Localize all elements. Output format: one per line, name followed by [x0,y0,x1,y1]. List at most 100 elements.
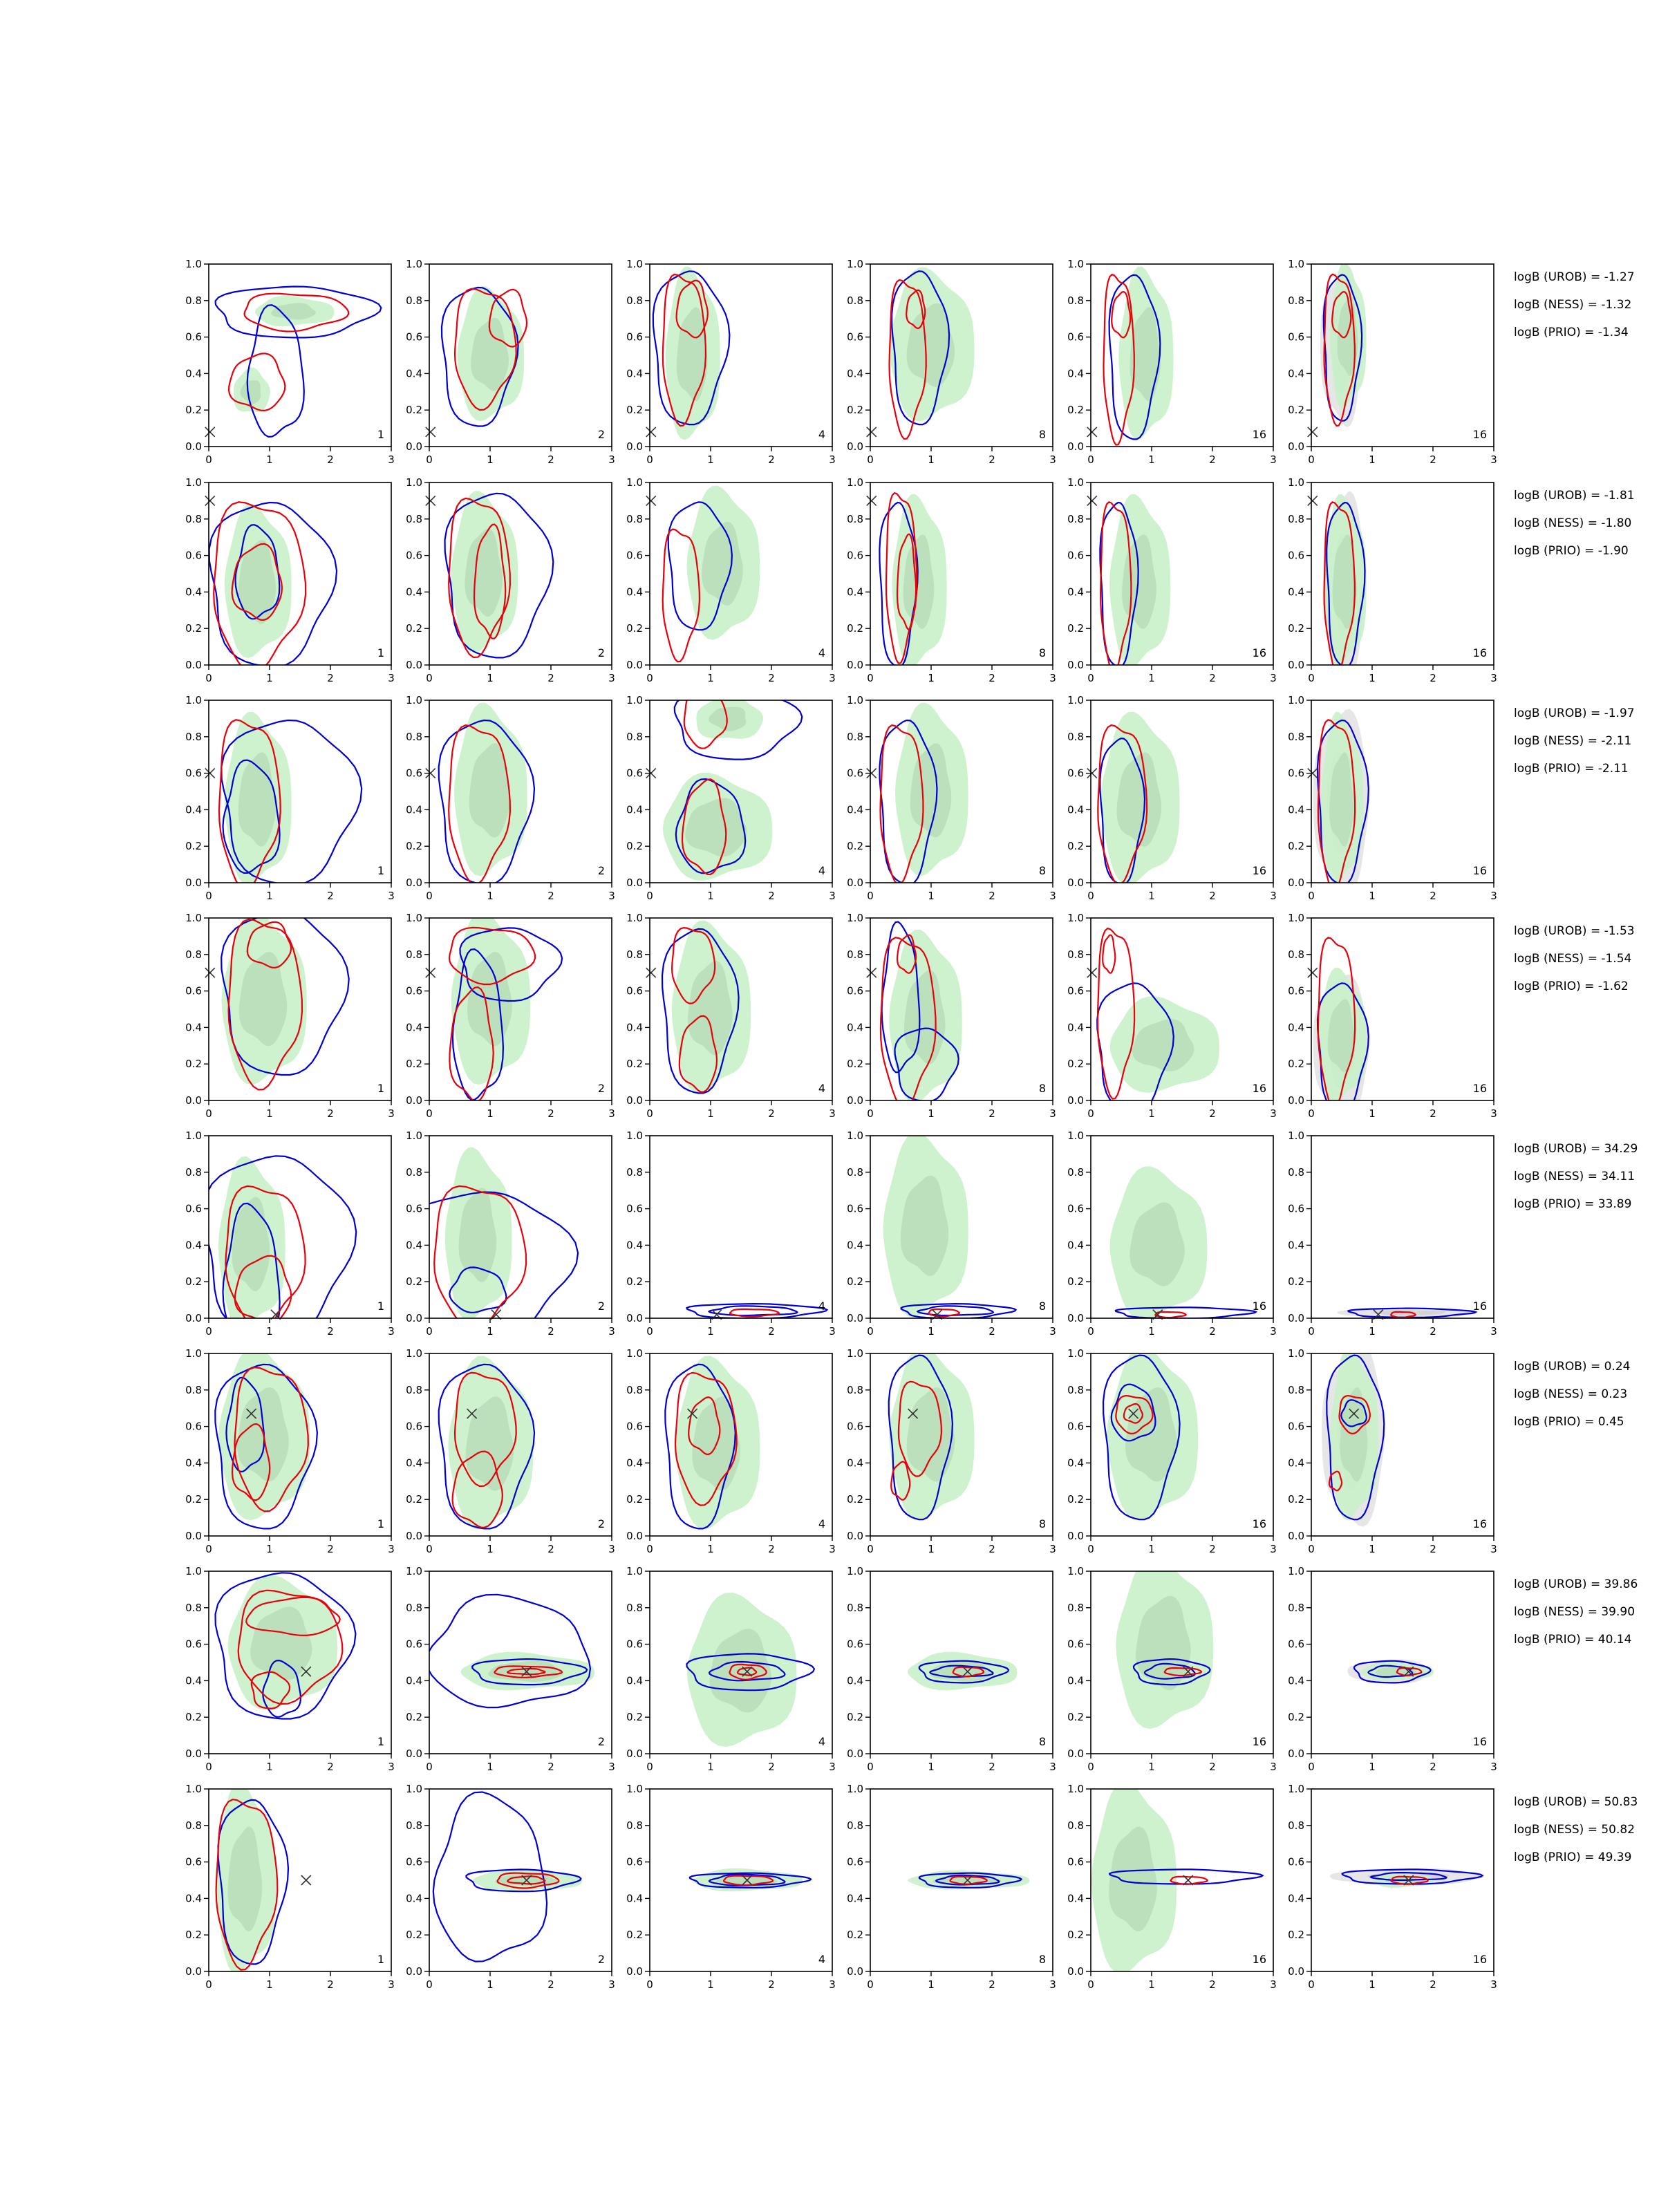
panel-r8-c4: 0 1 2 3 0.0 0.2 0.4 0.6 0.8 1.0 8 [847,1783,1056,1991]
x-tick-label: 1 [1369,1107,1376,1120]
y-tick-label: 1.0 [847,1565,863,1577]
x-tick-label: 2 [768,890,775,902]
y-tick-label: 0.8 [185,731,202,743]
truth-marker [866,768,877,779]
red-contour [928,1308,960,1318]
y-tick-label: 0.0 [626,877,643,889]
x-tick-label: 2 [327,672,334,684]
x-tick-label: 2 [1209,453,1216,466]
red-contour [506,1875,546,1885]
panel-corner-label: 16 [1473,428,1487,441]
y-tick-label: 0.8 [847,1384,863,1396]
x-tick-label: 0 [1087,1978,1094,1991]
green-density-inner [702,521,743,606]
red-contour [453,1371,517,1488]
y-tick-label: 0.0 [626,1094,643,1107]
green-density-inner [1109,1826,1157,1931]
panel-r7-c5: 0 1 2 3 0.0 0.2 0.4 0.6 0.8 1.0 16 [1067,1565,1277,1773]
y-tick-label: 0.8 [406,513,422,525]
y-tick-label: 1.0 [626,1783,643,1795]
blue-contour [234,524,281,620]
x-tick-label: 3 [388,1325,395,1338]
red-contour [885,491,918,664]
x-tick-label: 3 [1270,1325,1277,1338]
x-tick-label: 3 [829,1543,836,1555]
green-density-inner [240,380,261,405]
truth-marker [908,1408,919,1419]
y-tick-label: 0.0 [406,1747,422,1760]
panel-r2-c4: 0 1 2 3 0.0 0.2 0.4 0.6 0.8 1.0 8 [847,476,1056,684]
x-tick-label: 0 [1308,1107,1315,1120]
y-tick-label: 0.0 [847,1530,863,1542]
panel-r5-c6: 0 1 2 3 0.0 0.2 0.4 0.6 0.8 1.0 16 [1288,1130,1497,1338]
y-tick-label: 0.6 [847,1203,863,1215]
x-tick-label: 0 [867,1761,874,1773]
panel-r3-c5: 0 1 2 3 0.0 0.2 0.4 0.6 0.8 1.0 16 [1067,694,1277,902]
x-tick-label: 1 [487,453,494,466]
x-tick-label: 0 [426,672,433,684]
axes-frame [1311,1353,1494,1537]
red-contour [496,1872,560,1889]
y-tick-label: 0.6 [1288,1203,1304,1215]
y-tick-label: 1.0 [847,1347,863,1360]
x-tick-label: 1 [928,890,935,902]
panel-corner-label: 8 [1039,864,1046,877]
logb-annotation: logB (UROB) = 39.86 [1514,1577,1638,1591]
x-tick-label: 0 [646,1761,653,1773]
y-tick-label: 0.0 [847,1312,863,1324]
panel-corner-label: 16 [1473,646,1487,659]
y-tick-label: 0.8 [626,294,643,307]
red-contour [688,1396,721,1456]
x-tick-label: 2 [1430,890,1436,902]
y-tick-label: 1.0 [847,476,863,489]
y-tick-label: 0.2 [406,1058,422,1070]
panel-r7-c3: 0 1 2 3 0.0 0.2 0.4 0.6 0.8 1.0 4 [626,1565,836,1773]
y-tick-label: 0.4 [1067,367,1084,379]
axes-frame [870,1571,1053,1754]
blue-contour [929,1665,994,1678]
x-tick-label: 1 [1148,453,1155,466]
y-tick-label: 0.0 [1067,440,1084,453]
y-tick-label: 0.0 [847,1747,863,1760]
y-tick-label: 0.4 [626,1892,643,1904]
x-tick-label: 1 [487,1325,494,1338]
y-tick-label: 0.2 [185,1711,202,1723]
y-tick-label: 0.2 [847,1275,863,1288]
panel-r4-c4: 0 1 2 3 0.0 0.2 0.4 0.6 0.8 1.0 8 [847,912,1056,1120]
x-tick-label: 0 [1308,890,1315,902]
red-contour [449,986,494,1100]
y-tick-label: 1.0 [1288,912,1304,924]
y-tick-label: 0.2 [406,1275,422,1288]
green-density-inner [1329,752,1354,847]
y-tick-label: 0.8 [847,1166,863,1179]
y-tick-label: 0.6 [406,331,422,344]
y-tick-label: 0.0 [626,1965,643,1978]
y-tick-label: 0.2 [1288,1493,1304,1506]
y-tick-label: 0.0 [847,1094,863,1107]
x-tick-label: 2 [768,1978,775,1991]
x-tick-label: 3 [1049,453,1056,466]
blue-contour [1132,1658,1211,1686]
panel-r5-c1: 0 1 2 3 0.0 0.2 0.4 0.6 0.8 1.0 1 [185,1130,395,1338]
x-tick-label: 0 [1308,453,1315,466]
y-tick-label: 0.0 [406,659,422,671]
axes-frame [870,263,1053,447]
y-tick-label: 0.0 [185,1965,202,1978]
red-contour [433,1185,527,1318]
blue-contour [246,304,305,438]
y-tick-label: 0.0 [406,1312,422,1324]
x-tick-label: 2 [1430,1978,1436,1991]
blue-contour [661,928,740,1094]
red-contour [218,719,281,883]
x-tick-label: 0 [205,1978,212,1991]
axes-frame [649,917,833,1101]
y-tick-label: 0.6 [847,1421,863,1433]
panel-r4-c2: 0 1 2 30.00.20.40.60.81.02 [406,912,615,1120]
panel-r4-c1: 0 1 2 3 0.0 0.2 0.4 0.6 0.8 1.0 1 [185,912,395,1120]
logb-annotation: logB (UROB) = -1.27 [1514,270,1635,284]
x-tick-label: 0 [646,453,653,466]
axes-frame [208,1788,392,1972]
axes-frame [208,263,392,447]
logb-annotation: logB (PRIO) = 49.39 [1514,1850,1631,1864]
y-tick-label: 0.2 [406,840,422,852]
